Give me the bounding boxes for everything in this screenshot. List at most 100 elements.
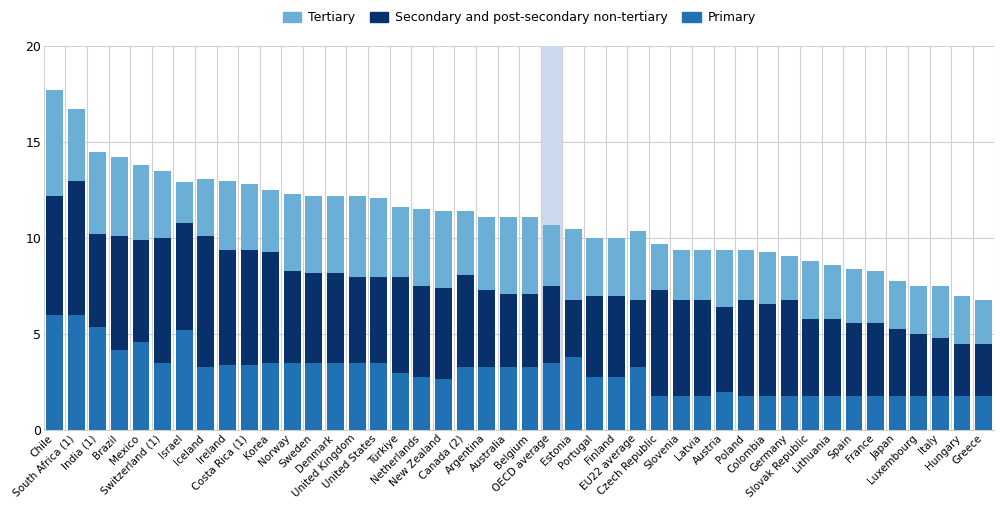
Bar — [327, 363, 344, 430]
Bar — [651, 396, 668, 430]
Bar — [241, 250, 258, 365]
Bar — [889, 396, 906, 430]
Bar — [759, 396, 776, 430]
Bar — [608, 296, 625, 377]
Bar — [284, 194, 301, 271]
Bar — [932, 338, 949, 396]
Bar — [154, 171, 171, 238]
Bar — [284, 271, 301, 363]
Bar — [781, 396, 798, 430]
Bar — [673, 300, 690, 396]
Bar — [565, 229, 582, 300]
Bar — [846, 269, 862, 323]
Bar — [435, 211, 452, 288]
Bar — [781, 256, 798, 300]
Bar — [435, 379, 452, 430]
Bar — [262, 190, 279, 251]
Bar — [824, 265, 841, 319]
Bar — [46, 315, 63, 430]
Bar — [111, 236, 128, 350]
Bar — [802, 319, 819, 396]
Bar — [370, 363, 387, 430]
Bar — [327, 273, 344, 363]
Bar — [478, 290, 495, 367]
Bar — [543, 286, 560, 363]
Bar — [954, 344, 970, 396]
Bar — [975, 300, 992, 344]
Bar — [413, 210, 430, 286]
Bar — [586, 238, 603, 296]
Bar — [89, 234, 106, 327]
Bar — [219, 181, 236, 250]
Bar — [975, 396, 992, 430]
Bar — [867, 323, 884, 396]
Bar — [738, 250, 754, 300]
Bar — [262, 363, 279, 430]
Bar — [522, 367, 538, 430]
Bar — [802, 396, 819, 430]
Bar — [889, 280, 906, 329]
Bar — [349, 363, 366, 430]
Bar — [522, 294, 538, 367]
Bar — [673, 396, 690, 430]
Bar — [154, 238, 171, 363]
Bar — [284, 363, 301, 430]
Bar — [738, 396, 754, 430]
Bar — [89, 152, 106, 234]
Bar — [111, 350, 128, 430]
Bar — [608, 238, 625, 296]
Bar — [457, 367, 474, 430]
Bar — [392, 277, 409, 373]
Bar — [954, 296, 970, 344]
Bar — [910, 334, 927, 396]
Bar — [435, 288, 452, 379]
Bar — [392, 373, 409, 430]
Bar — [975, 344, 992, 396]
Bar — [781, 300, 798, 396]
Bar — [241, 184, 258, 250]
Bar — [305, 196, 322, 273]
Bar — [219, 365, 236, 430]
Bar — [759, 251, 776, 304]
Bar — [738, 300, 754, 396]
Bar — [457, 211, 474, 275]
Bar — [586, 377, 603, 430]
Bar — [68, 315, 85, 430]
Bar — [824, 319, 841, 396]
Bar — [327, 196, 344, 273]
Bar — [500, 367, 517, 430]
Bar — [262, 251, 279, 363]
Bar — [370, 277, 387, 363]
Bar — [565, 300, 582, 358]
Bar — [46, 90, 63, 196]
Bar — [954, 396, 970, 430]
Bar — [608, 377, 625, 430]
Bar — [910, 396, 927, 430]
Bar — [219, 250, 236, 365]
Bar — [651, 244, 668, 290]
Bar — [889, 329, 906, 396]
Bar — [846, 396, 862, 430]
Bar — [824, 396, 841, 430]
Bar — [457, 275, 474, 367]
Bar — [305, 363, 322, 430]
Bar — [630, 230, 646, 300]
Bar — [392, 208, 409, 277]
Bar — [542, 46, 561, 430]
Bar — [478, 217, 495, 290]
Bar — [694, 250, 711, 300]
Bar — [565, 358, 582, 430]
Bar — [759, 304, 776, 396]
Bar — [543, 225, 560, 286]
Bar — [133, 342, 149, 430]
Bar — [176, 182, 193, 223]
Bar — [133, 240, 149, 342]
Bar — [176, 223, 193, 330]
Bar — [932, 396, 949, 430]
Bar — [716, 392, 733, 430]
Bar — [630, 367, 646, 430]
Bar — [46, 196, 63, 315]
Bar — [68, 181, 85, 315]
Bar — [716, 308, 733, 392]
Bar — [586, 296, 603, 377]
